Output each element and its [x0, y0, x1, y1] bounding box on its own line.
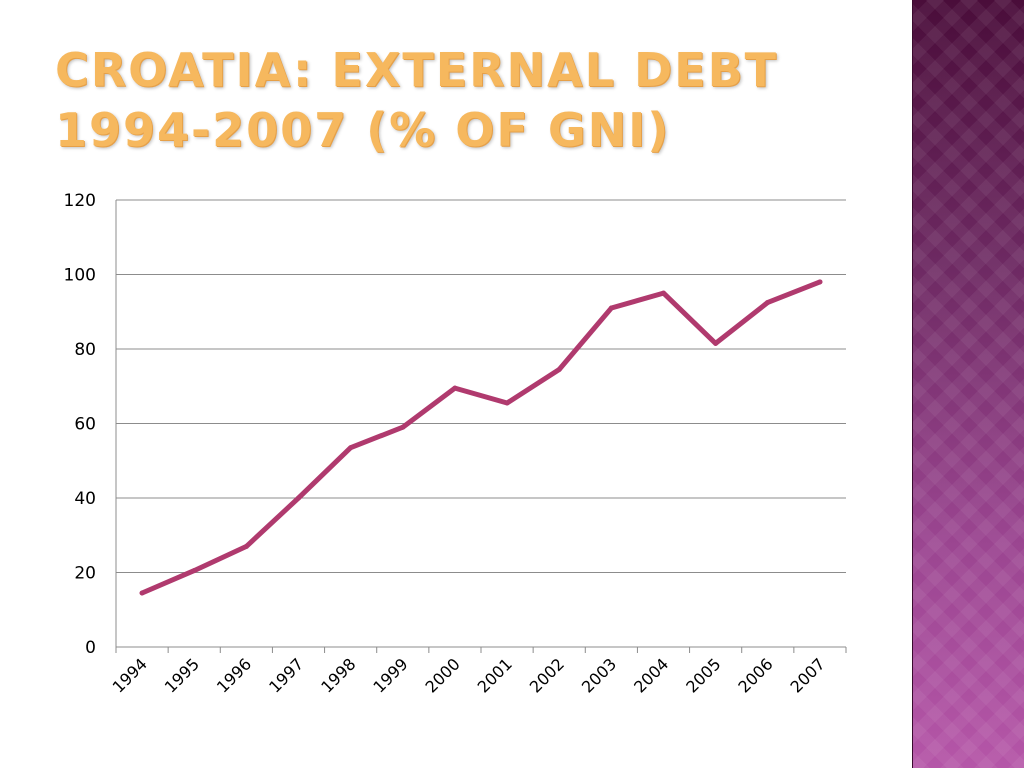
title-line-1: CROATIA: EXTERNAL DEBT [55, 43, 779, 97]
x-tick-label: 1995 [161, 654, 203, 696]
y-tick-label: 80 [74, 340, 96, 360]
series-line [139, 279, 823, 596]
data-point [504, 400, 510, 406]
y-tick-label: 100 [64, 266, 96, 286]
y-tick-label: 60 [74, 415, 96, 435]
data-point [452, 385, 458, 391]
x-tick-label: 2007 [787, 654, 829, 696]
title-line-2: 1994-2007 (% OF GNI) [55, 103, 671, 157]
x-tick-label: 2004 [630, 654, 672, 696]
y-tick-label: 0 [85, 638, 96, 658]
x-tick-label: 2001 [474, 654, 516, 696]
x-tick-label: 1997 [265, 654, 307, 696]
data-point [608, 305, 614, 311]
x-tick-label: 2000 [422, 654, 464, 696]
y-tick-label: 40 [74, 489, 96, 509]
x-tick-label: 2003 [578, 654, 620, 696]
decorative-side-panel [912, 0, 1024, 768]
x-tick-label: 2005 [682, 654, 724, 696]
x-tick-label: 1998 [317, 654, 359, 696]
data-point [400, 424, 406, 430]
data-point [713, 340, 719, 346]
data-point [817, 279, 823, 285]
data-point [243, 543, 249, 549]
data-point [348, 445, 354, 451]
data-point [139, 590, 145, 596]
data-point [296, 495, 301, 501]
data-point [191, 568, 197, 574]
x-tick-label: 1999 [369, 654, 411, 696]
slide-title: CROATIA: EXTERNAL DEBT 1994-2007 (% OF G… [55, 40, 895, 160]
data-point [556, 366, 562, 372]
y-tick-label: 120 [64, 191, 96, 211]
x-tick-label: 1996 [213, 654, 255, 696]
data-point [661, 290, 666, 296]
line-chart: 0 20 40 60 80 100 120 1994 1995 1996 1997 1998 1999 2… [64, 191, 847, 697]
y-tick-label: 20 [74, 564, 96, 584]
x-tick-label: 2006 [734, 654, 776, 696]
x-tick-label: 1994 [109, 654, 151, 696]
x-tick-label: 2002 [526, 654, 568, 696]
data-point [765, 299, 771, 305]
